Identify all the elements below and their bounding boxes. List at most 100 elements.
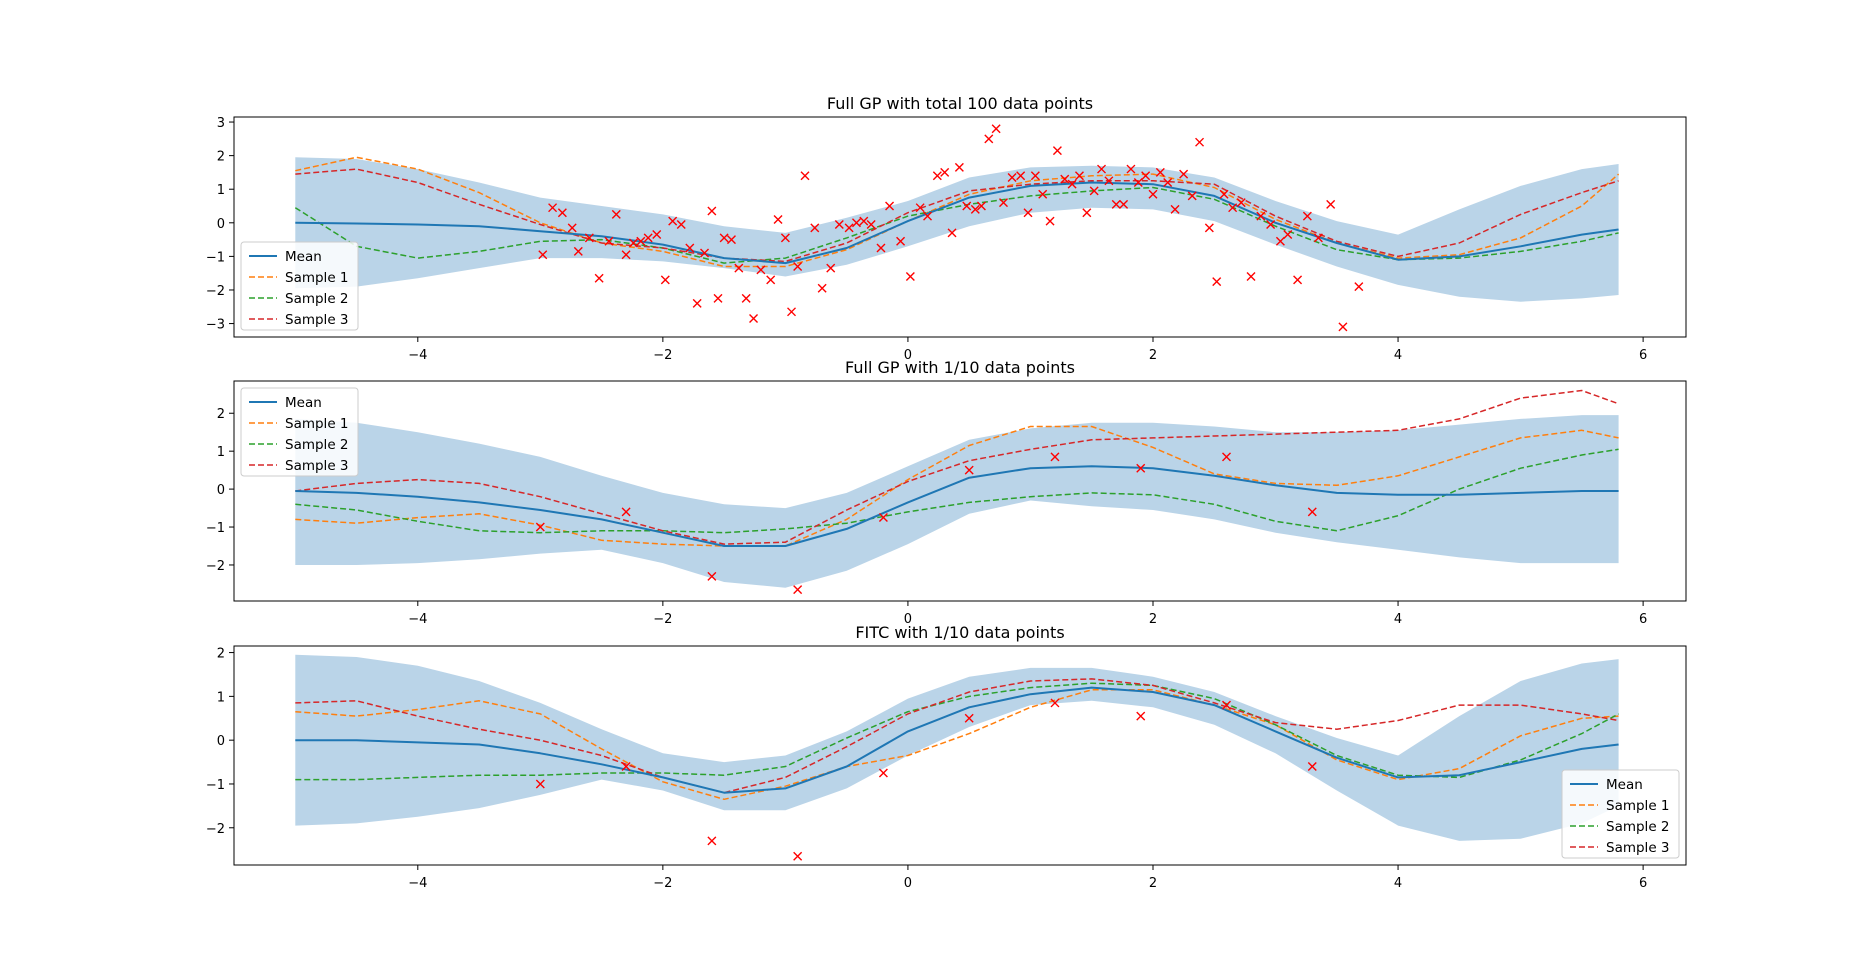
chart1-data-point [991,124,1001,134]
chart1-data-point [817,283,827,293]
chart3-series-mean [295,686,1619,794]
chart1-data-point [766,275,776,285]
chart1-data-point [700,248,710,258]
chart1-data-point [1293,275,1303,285]
chart1-data-point [749,314,759,324]
chart1-data-point [1204,223,1214,233]
chart2-legend: Mean Sample 1 Sample 2 Sample 3 [240,387,359,477]
chart1-data-point [1212,277,1222,287]
chart1-data-point [636,236,646,246]
chart1-x-tick-label: 0 [904,348,912,363]
chart1-data-point [866,219,876,229]
chart1-y-tick-label: 1 [217,183,225,198]
chart3-data-point [964,713,974,723]
chart1-data-point [1126,164,1136,174]
chart1-data-point [851,218,861,228]
chart2-data-point [1050,452,1060,462]
chart3-x-tick-label: 0 [904,876,912,891]
chart2-y-tick-label: −2 [206,559,225,574]
chart1-data-point [1155,167,1165,177]
chart1-y-tick-label: −2 [206,284,225,299]
chart1-x-tick-label: 6 [1639,348,1647,363]
chart1-data-point [1256,211,1266,221]
chart1-data-point [1354,282,1364,292]
chart1-data-point [1179,169,1189,179]
chart3-y-tick-label: 0 [217,734,225,749]
chart1-data-point [734,263,744,273]
chart1-legend-box [240,241,359,331]
chart1-data-point [923,211,933,221]
chart1-legend-label: Sample 3 [285,312,349,328]
chart1-confidence-band [295,157,1619,302]
chart2-data-point [793,585,803,595]
chart1-data-point [538,250,548,260]
chart1-data-point [1195,137,1205,147]
chart1-data-point [885,201,895,211]
chart2-x-tick-label: 6 [1639,612,1647,627]
chart1-data-point [1187,191,1197,201]
chart1-data-point [1067,179,1077,189]
chart1-data-point [1302,211,1312,221]
chart1-data-point [726,235,736,245]
chart1-data-point [1111,199,1121,209]
chart2-data-point [1307,507,1317,517]
chart1-legend-label: Sample 2 [285,291,349,307]
chart1-data-point [573,246,583,256]
chart3-data-point [793,851,803,861]
chart2-data-point [1136,463,1146,473]
chart1-data-point [954,162,964,172]
chart2-frame [233,380,1687,602]
chart1-frame [233,116,1687,338]
chart3-y-tick-label: −1 [206,778,225,793]
chart1-data-point [611,209,621,219]
chart3-x-tick-label: 2 [1149,876,1157,891]
chart1-data-point [859,216,869,226]
chart1-title: Full GP with total 100 data points [827,94,1093,113]
chart1-x-tick-label: −2 [653,348,672,363]
chart2-confidence-band [295,415,1619,588]
chart2-legend-label: Sample 1 [285,416,349,432]
chart1-data-point [643,233,653,243]
chart3-data-point [878,768,888,778]
chart3-legend-label: Sample 2 [1606,819,1670,835]
chart1-series-mean [295,181,1619,265]
chart3-x-tick-label: 6 [1639,876,1647,891]
chart1-data-point [962,201,972,211]
chart1-data-point [1148,189,1158,199]
chart1-x-tick-label: 2 [1149,348,1157,363]
chart1-data-point [594,273,604,283]
chart3-legend-label: Mean [1606,777,1643,793]
chart1-data-point [1023,208,1033,218]
chart1-data-point [1074,171,1084,181]
chart1-data-point [793,261,803,271]
chart1-data-point [999,198,1008,208]
chart1-data-point [660,275,670,285]
chart3-y-tick-label: 1 [217,690,225,705]
chart1-data-point [1246,272,1256,282]
chart1-data-point [1104,176,1114,186]
chart2-x-tick-label: −4 [408,612,427,627]
chart3-title: FITC with 1/10 data points [855,623,1064,642]
chart1-data-point [787,307,797,317]
chart1-data-point [1060,174,1070,184]
chart1-data-point [940,167,950,177]
chart1-x-tick-label: −4 [408,348,427,363]
chart3-y-tick-label: 2 [217,647,225,662]
chart1-data-point [685,243,695,253]
chart3-data-point [535,779,545,789]
chart2-x-tick-label: −2 [653,612,672,627]
chart3-data-point [1050,698,1060,708]
chart2-y-tick-label: 0 [217,483,225,498]
chart3-axes: FITC with 1/10 data points −4 −2 0 2 4 6 −2 −1 0 1… [206,623,1687,891]
chart1-data-point [1228,203,1238,213]
chart1-data-point [604,236,614,246]
chart1-data-point [810,223,820,233]
chart2-data-point [621,507,631,517]
chart1-data-point [905,272,915,282]
chart1-data-point [984,134,994,144]
chart1-data-point [1133,178,1143,187]
chart1-data-point [628,238,638,248]
chart1-data-point [1266,219,1276,229]
chart1-data-point [1326,199,1336,209]
chart3-series-sample-3 [295,678,1619,794]
